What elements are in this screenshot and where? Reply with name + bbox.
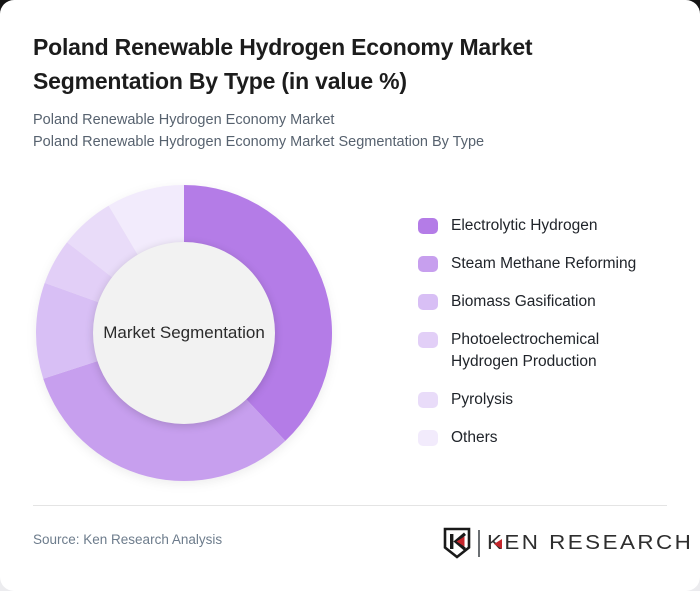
legend-label: Photoelectrochemical Hydrogen Production bbox=[451, 331, 600, 370]
legend-swatch bbox=[418, 256, 438, 272]
legend-swatch bbox=[418, 218, 438, 234]
legend-item-others: Others bbox=[418, 427, 666, 449]
legend-item-electrolytic-hydrogen: Electrolytic Hydrogen bbox=[418, 215, 666, 237]
legend-item-pyrolysis: Pyrolysis bbox=[418, 389, 666, 411]
donut-center-label: Market Segmentation bbox=[103, 323, 265, 342]
donut-center-circle: Market Segmentation bbox=[93, 242, 275, 424]
legend-label: Pyrolysis bbox=[451, 391, 514, 408]
source-note: Source: Ken Research Analysis bbox=[33, 532, 223, 547]
legend-swatch bbox=[418, 392, 438, 408]
legend-label: Others bbox=[451, 429, 498, 446]
legend-label: Steam Methane Reforming bbox=[451, 255, 637, 272]
legend-swatch bbox=[418, 294, 438, 310]
donut-chart: Market Segmentation bbox=[35, 184, 333, 482]
ken-research-logo: KEN RESEARCH bbox=[442, 527, 691, 559]
subtitle-block: Poland Renewable Hydrogen Economy Market… bbox=[33, 109, 484, 153]
legend-label: Electrolytic Hydrogen bbox=[451, 217, 598, 234]
footer-divider bbox=[33, 505, 667, 506]
logo-brand-text: KEN RESEARCH bbox=[486, 531, 694, 554]
legend-item-photoelectrochemical: Photoelectrochemical Hydrogen Production bbox=[418, 329, 666, 373]
legend-swatch bbox=[418, 430, 438, 446]
legend-item-steam-methane-reforming: Steam Methane Reforming bbox=[418, 253, 666, 275]
subtitle-line-2: Poland Renewable Hydrogen Economy Market… bbox=[33, 134, 485, 150]
logo-brand-wrap: KEN RESEARCH bbox=[487, 532, 691, 555]
logo-shield-icon bbox=[443, 527, 471, 559]
legend-label: Biomass Gasification bbox=[451, 293, 596, 310]
subtitle-line-1: Poland Renewable Hydrogen Economy Market bbox=[33, 112, 335, 128]
legend-item-biomass-gasification: Biomass Gasification bbox=[418, 291, 666, 313]
logo-red-triangle-icon bbox=[493, 538, 502, 549]
logo-divider-bar bbox=[477, 529, 480, 557]
page-title: Poland Renewable Hydrogen Economy Market… bbox=[33, 34, 533, 94]
legend-swatch bbox=[418, 332, 438, 348]
chart-legend: Electrolytic Hydrogen Steam Methane Refo… bbox=[418, 215, 666, 449]
